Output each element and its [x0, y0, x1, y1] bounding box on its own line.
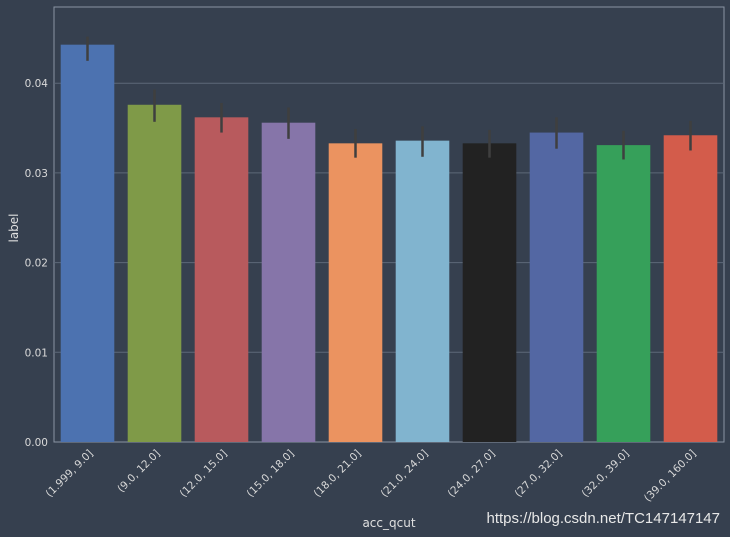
x-tick-label: (39.0, 160.0] — [642, 448, 699, 505]
y-axis-label: label — [7, 213, 21, 242]
error-bars — [86, 36, 692, 160]
bar — [194, 117, 249, 443]
y-tick-label: 0.01 — [25, 347, 48, 359]
x-tick-label: (12.0, 15.0] — [178, 448, 230, 500]
bar — [596, 145, 651, 442]
x-tick-label: (24.0, 27.0] — [446, 448, 498, 500]
bar — [395, 140, 450, 443]
bar — [60, 44, 115, 442]
x-tick-label: (1.999, 9.0] — [44, 448, 96, 500]
x-axis-label: acc_qcut — [362, 516, 415, 530]
bar — [328, 143, 383, 442]
bars — [60, 44, 718, 443]
bar — [462, 143, 517, 442]
x-tick-label: (9.0, 12.0] — [115, 448, 162, 495]
bar — [261, 122, 316, 442]
x-tick-label: (15.0, 18.0] — [245, 448, 297, 500]
y-tick-label: 0.00 — [25, 437, 48, 449]
bar — [127, 104, 182, 443]
bar — [529, 132, 584, 442]
x-tick-label: (27.0, 32.0] — [513, 448, 565, 500]
y-tick-label: 0.03 — [25, 168, 48, 180]
y-tick-label: 0.04 — [25, 78, 49, 90]
x-tick-label: (21.0, 24.0] — [379, 448, 431, 500]
y-axis-ticks: 0.00 0.01 0.02 0.03 0.04 — [25, 78, 49, 449]
x-axis-ticks: (1.999, 9.0] (9.0, 12.0] (12.0, 15.0] (15.0… — [44, 448, 699, 505]
watermark: https://blog.csdn.net/TC147147147 — [487, 510, 721, 527]
y-tick-label: 0.02 — [25, 258, 48, 270]
x-tick-label: (18.0, 21.0] — [312, 448, 364, 500]
bar — [663, 135, 718, 442]
x-tick-label: (32.0, 39.0] — [580, 448, 632, 500]
